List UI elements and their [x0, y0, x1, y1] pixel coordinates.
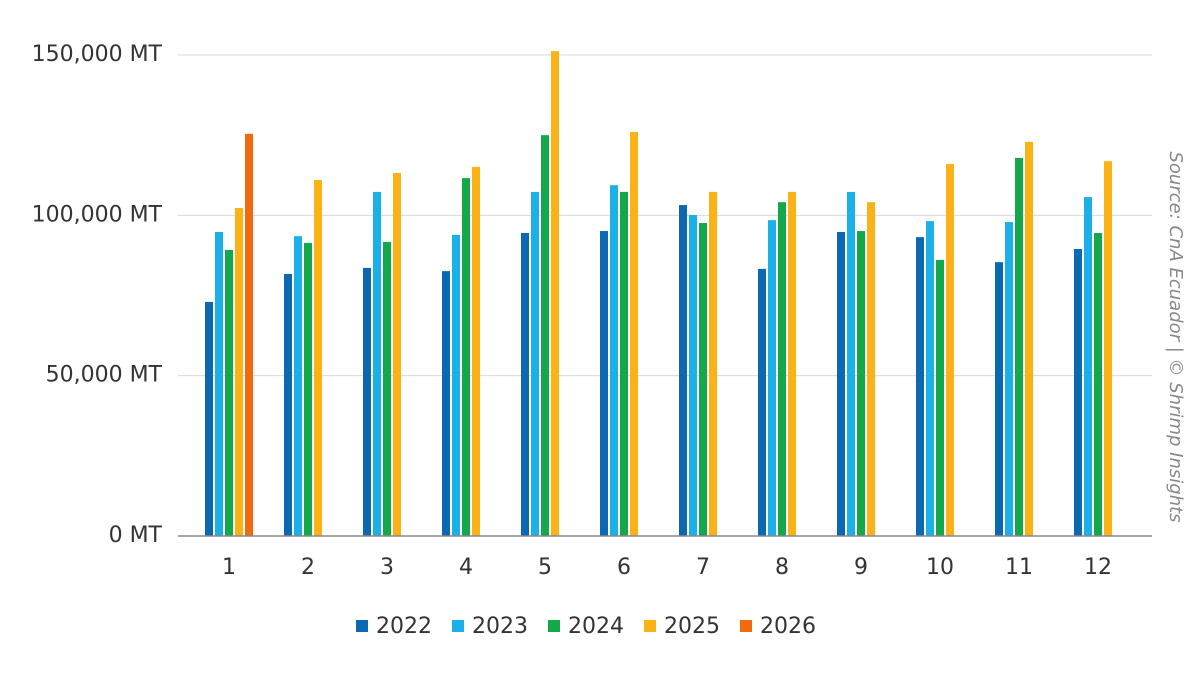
bar [847, 191, 855, 536]
bar [788, 191, 796, 536]
legend-swatch [548, 620, 560, 632]
legend-swatch [356, 620, 368, 632]
bar [1025, 141, 1033, 536]
bar [600, 231, 608, 536]
legend-label: 2023 [472, 614, 528, 639]
bar [936, 259, 944, 536]
bar [758, 268, 766, 536]
bar [235, 207, 243, 536]
bar [1104, 161, 1112, 536]
bar [1094, 232, 1102, 536]
x-tick-label: 4 [459, 555, 473, 580]
legend-swatch [644, 620, 656, 632]
bar [679, 205, 687, 536]
x-tick-label: 8 [775, 555, 789, 580]
bar [383, 241, 391, 536]
x-tick-label: 2 [301, 555, 315, 580]
bar [373, 191, 381, 536]
x-tick-label: 10 [926, 555, 954, 580]
bar [1005, 222, 1013, 537]
bar [857, 231, 865, 536]
x-tick-label: 11 [1005, 555, 1033, 580]
bar [205, 301, 213, 536]
bar [709, 191, 717, 536]
legend-label: 2025 [664, 614, 720, 639]
legend-swatch [740, 620, 752, 632]
bar [541, 135, 549, 536]
y-tick-label: 0 MT [109, 523, 163, 548]
bar [294, 236, 302, 536]
bar [1084, 197, 1092, 536]
bar [689, 215, 697, 536]
legend-label: 2024 [568, 614, 624, 639]
bar [215, 232, 223, 536]
bar [620, 191, 628, 536]
bar [304, 242, 312, 537]
bar [245, 133, 253, 536]
bar [472, 166, 480, 537]
bar [452, 234, 460, 537]
bar [610, 185, 618, 536]
bar [363, 267, 371, 536]
bar [442, 271, 450, 536]
x-tick-label: 7 [696, 555, 710, 580]
bar [284, 274, 292, 536]
legend-label: 2026 [760, 614, 816, 639]
x-tick-label: 3 [380, 555, 394, 580]
x-tick-label: 9 [854, 555, 868, 580]
x-tick-label: 1 [222, 555, 236, 580]
bar [768, 220, 776, 537]
x-tick-label: 5 [538, 555, 552, 580]
bar [314, 180, 322, 536]
bar [630, 131, 638, 536]
bar [916, 237, 924, 536]
bar [699, 223, 707, 536]
bar [225, 249, 233, 536]
bar [995, 262, 1003, 536]
x-tick-label: 12 [1084, 555, 1112, 580]
y-tick-label: 100,000 MT [32, 202, 163, 227]
source-note: Source: CnA Ecuador | © Shrimp Insights [1165, 151, 1186, 522]
bar [531, 191, 539, 536]
bar [778, 202, 786, 536]
bar [393, 173, 401, 536]
bar [946, 164, 954, 536]
bar [521, 232, 529, 536]
bar [462, 178, 470, 537]
bar [837, 232, 845, 536]
bar [551, 51, 559, 536]
legend-swatch [452, 620, 464, 632]
x-tick-label: 6 [617, 555, 631, 580]
bar [926, 221, 934, 536]
y-tick-label: 150,000 MT [32, 42, 163, 67]
bar [1015, 157, 1023, 536]
y-tick-label: 50,000 MT [46, 363, 163, 388]
legend-label: 2022 [376, 614, 432, 639]
bar [867, 202, 875, 536]
bar [1074, 249, 1082, 536]
